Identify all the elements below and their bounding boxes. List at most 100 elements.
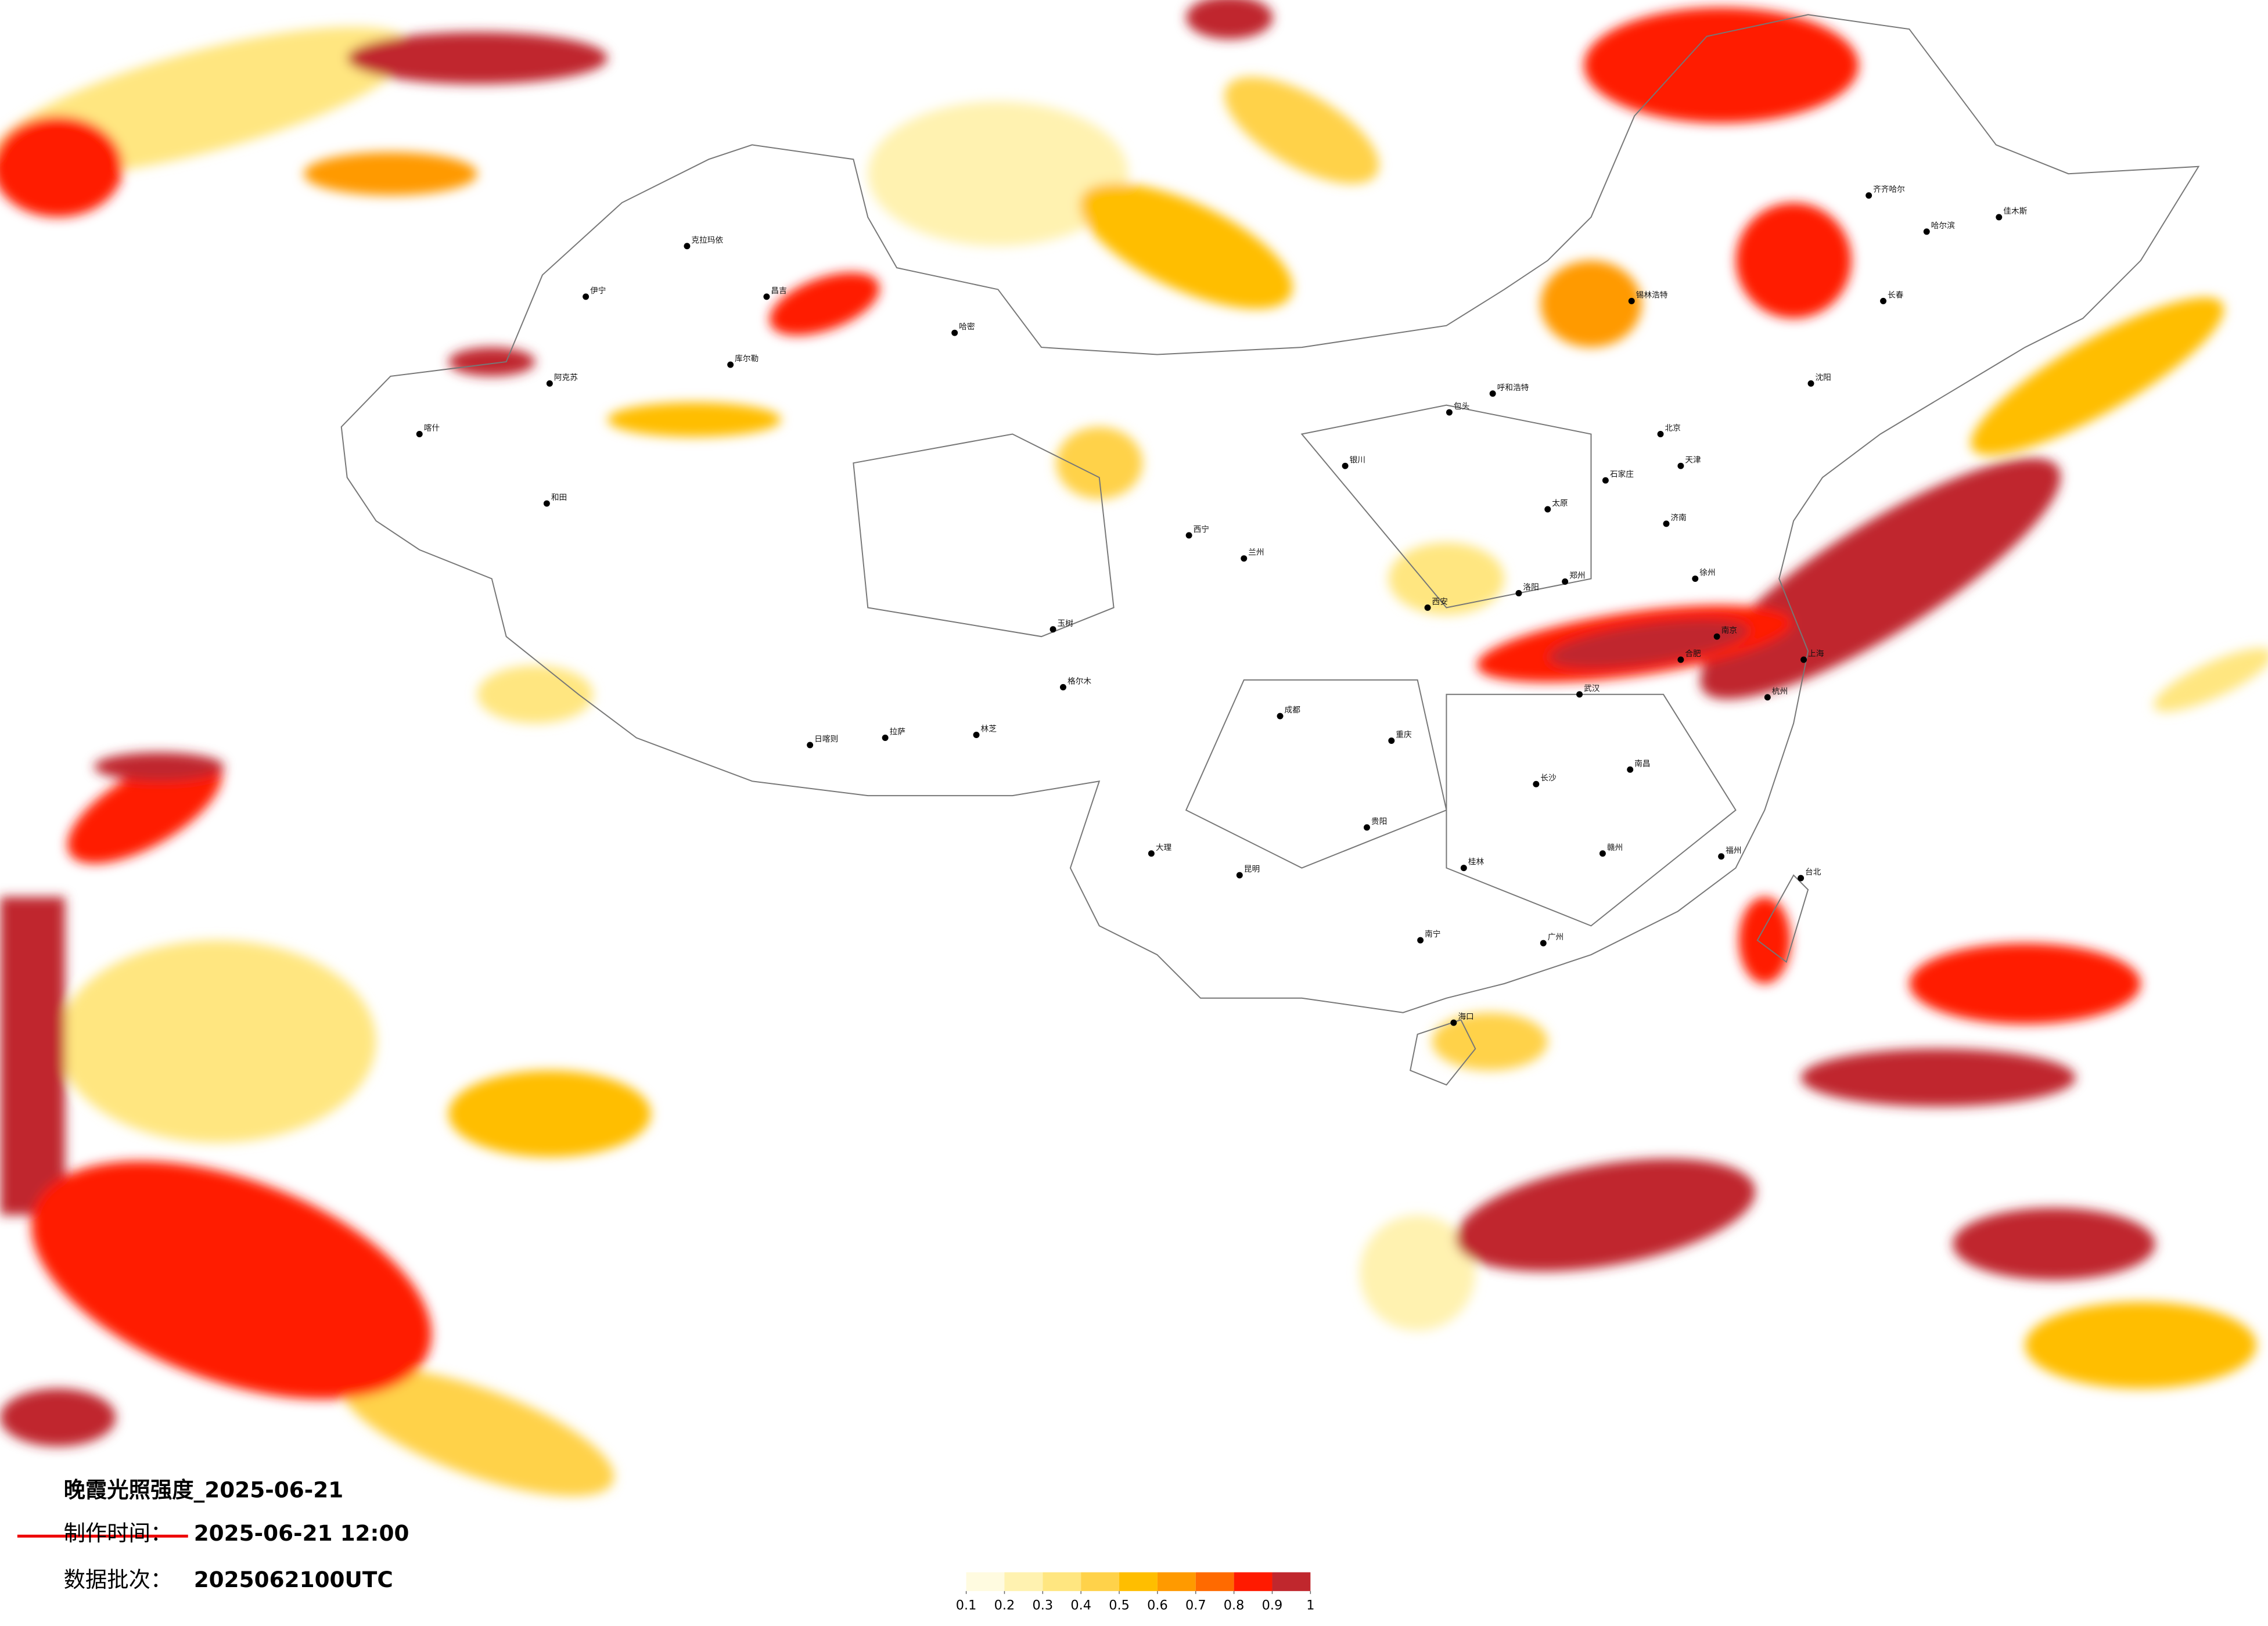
city-dot <box>1460 865 1467 872</box>
colorbar-swatch <box>1234 1572 1273 1591</box>
colorbar-swatch <box>1195 1572 1234 1591</box>
city-label: 格尔木 <box>1067 677 1091 686</box>
city-dot <box>1544 506 1551 513</box>
city-dot <box>1148 850 1155 857</box>
city-dot <box>1880 297 1887 304</box>
city-dot <box>1241 555 1248 562</box>
city-dot <box>1764 694 1771 701</box>
colorbar: 0.1 0.2 0.3 0.4 0.5 0.6 0.7 0.8 0.9 1 <box>956 1572 1314 1613</box>
city-label: 兰州 <box>1248 548 1264 557</box>
city-label: 石家庄 <box>1610 469 1634 479</box>
city-label: 西安 <box>1432 597 1448 606</box>
city-label: 和田 <box>551 493 567 502</box>
city-label: 北京 <box>1665 424 1680 433</box>
city-label: 长春 <box>1888 290 1904 300</box>
city-label: 济南 <box>1670 513 1686 523</box>
city-dot <box>1798 875 1805 882</box>
colorbar-tick-label: 0.5 <box>1109 1598 1130 1613</box>
colorbar-tick-label: 0.2 <box>994 1598 1015 1613</box>
batch: 2025062100UTC <box>194 1567 393 1592</box>
city-dot <box>1540 940 1547 947</box>
city-dot <box>1807 380 1814 387</box>
city-label: 南昌 <box>1634 759 1650 768</box>
city-label: 库尔勒 <box>735 354 759 364</box>
city-label: 合肥 <box>1685 649 1701 659</box>
colorbar-swatch <box>1004 1572 1043 1591</box>
city-dot <box>727 361 734 368</box>
city-label: 拉萨 <box>890 728 905 737</box>
city-label: 郑州 <box>1569 571 1585 581</box>
city-dot <box>416 431 423 437</box>
city-dot <box>1657 431 1664 437</box>
city-dot <box>951 329 958 336</box>
city-label: 齐齐哈尔 <box>1873 185 1905 195</box>
colorbar-swatch <box>1272 1572 1311 1591</box>
city-label: 喀什 <box>424 424 440 433</box>
city-dot <box>1446 409 1453 416</box>
city-dot <box>1692 575 1699 582</box>
city-dot <box>1363 824 1370 831</box>
city-label: 上海 <box>1808 649 1824 659</box>
city-label: 沈阳 <box>1815 373 1831 382</box>
city-dot <box>1718 853 1725 860</box>
city-dot <box>1562 578 1569 585</box>
city-label: 哈尔滨 <box>1931 221 1955 231</box>
city-label: 克拉玛依 <box>691 236 723 245</box>
city-dot <box>1533 780 1540 787</box>
city-label: 赣州 <box>1607 843 1623 852</box>
city-label: 日喀则 <box>814 735 838 744</box>
city-dot <box>583 293 590 300</box>
city-label: 林芝 <box>981 725 997 734</box>
city-dot <box>1388 737 1395 744</box>
production-time: 2025-06-21 12:00 <box>194 1520 409 1546</box>
city-dot <box>763 293 770 300</box>
city-dot <box>1800 656 1807 663</box>
city-dot <box>1663 520 1670 527</box>
city-label: 伊宁 <box>590 286 606 296</box>
city-label: 贵阳 <box>1371 817 1387 826</box>
city-label: 洛阳 <box>1523 582 1539 592</box>
city-label: 广州 <box>1548 933 1563 942</box>
city-dot <box>1628 297 1635 304</box>
city-dot <box>1677 656 1684 663</box>
colorbar-tick-label: 0.6 <box>1147 1598 1168 1613</box>
city-label: 桂林 <box>1468 858 1485 867</box>
city-label: 南宁 <box>1425 929 1440 939</box>
colorbar-tick-label: 1 <box>1306 1598 1314 1613</box>
city-dot <box>1236 872 1243 879</box>
city-label: 南京 <box>1721 626 1737 635</box>
city-dot <box>973 732 980 738</box>
city-dot <box>1342 462 1349 469</box>
colorbar-swatch <box>1119 1572 1158 1591</box>
city-dot <box>546 380 553 387</box>
city-dot <box>807 742 814 749</box>
colorbar-swatch <box>1157 1572 1196 1591</box>
city-dot <box>1576 691 1583 698</box>
city-label: 天津 <box>1685 455 1701 465</box>
city-label: 杭州 <box>1772 687 1788 696</box>
city-dot <box>1059 684 1066 690</box>
city-label: 阿克苏 <box>554 373 578 382</box>
city-label: 佳木斯 <box>2003 207 2027 216</box>
city-label: 玉树 <box>1058 619 1074 628</box>
colorbar-tick-label: 0.4 <box>1070 1598 1091 1613</box>
city-label: 武汉 <box>1584 684 1600 693</box>
city-dot <box>543 500 550 507</box>
city-label: 西宁 <box>1194 524 1209 534</box>
city-dot <box>1277 713 1284 720</box>
city-dot <box>882 735 889 741</box>
colorbar-tick-label: 0.9 <box>1262 1598 1283 1613</box>
city-label: 包头 <box>1454 402 1469 411</box>
city-dot <box>1996 214 2003 221</box>
city-label: 昆明 <box>1244 865 1260 874</box>
city-dot <box>1049 626 1056 633</box>
city-label: 台北 <box>1805 868 1821 877</box>
colorbar-swatch <box>1043 1572 1081 1591</box>
city-label: 长沙 <box>1540 774 1557 783</box>
city-label: 太原 <box>1552 499 1568 508</box>
city-label: 大理 <box>1156 843 1172 852</box>
production-label: 制作时间： <box>64 1520 172 1546</box>
city-label: 哈密 <box>959 322 975 332</box>
